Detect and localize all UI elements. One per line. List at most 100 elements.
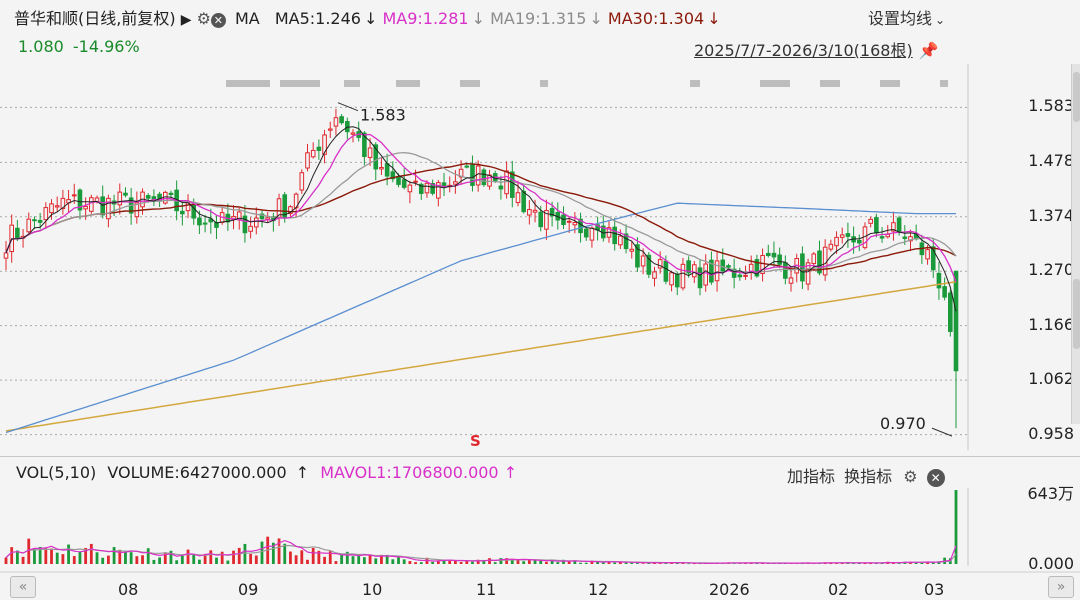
candle-body [481, 169, 487, 186]
vertical-scrollbar[interactable] [1071, 64, 1080, 424]
candle-body [680, 263, 686, 289]
candle-body [418, 183, 424, 194]
candle-body [253, 217, 259, 228]
volume-bar [10, 547, 14, 564]
candle-body [49, 203, 54, 214]
volume-bar [562, 559, 565, 564]
ma5-value: MA5:1.246 ↓ [274, 9, 378, 28]
y-tick-label: 1.062 [1028, 369, 1074, 389]
candle-body [43, 207, 49, 221]
volume-bar [579, 562, 582, 564]
volume-bar [391, 559, 395, 564]
candle-body [407, 184, 413, 193]
x-tick-label: 10 [362, 580, 383, 599]
volume-value: VOLUME:6427000.000 [107, 463, 287, 482]
volume-bar [15, 550, 19, 564]
volume-bar [203, 553, 207, 564]
up-arrow-icon: ↑ [503, 463, 518, 482]
candle-body [777, 254, 782, 265]
date-range[interactable]: 2025/7/7-2026/3/10(168根) 📌 [694, 41, 939, 60]
volume-bar [306, 559, 309, 564]
candle-body [453, 181, 458, 185]
candle-body [464, 165, 470, 168]
volume-bar [510, 559, 514, 564]
event-marker [760, 80, 790, 87]
close-circle-icon[interactable]: ✕ [926, 469, 945, 487]
volume-bar [175, 560, 179, 564]
close-circle-icon[interactable]: ✕ [210, 13, 226, 28]
candle-body [134, 202, 140, 218]
volume-bar [402, 559, 406, 564]
volume-bar [670, 563, 673, 564]
volume-bar [681, 562, 685, 564]
candle-body [771, 252, 777, 258]
volume-bar [454, 560, 457, 564]
candle-body [652, 271, 657, 279]
down-arrow-icon: ↓ [363, 9, 378, 28]
volume-bar [112, 547, 116, 564]
volume-bar [215, 557, 218, 564]
ma-long-line [5, 202, 956, 434]
volume-bar [499, 558, 503, 564]
volume-bar [340, 554, 344, 564]
scrollbar-thumb [1073, 72, 1080, 122]
add-indicator-button[interactable]: 加指标 [787, 467, 836, 486]
scroll-left-button[interactable]: « [10, 576, 36, 598]
volume-bar [50, 548, 53, 564]
event-marker [940, 80, 948, 87]
candle-body [879, 236, 885, 239]
ma9-value: MA9:1.281 ↓ [382, 9, 485, 28]
candle-body [948, 292, 953, 332]
volume-bar [44, 548, 48, 564]
volume-bar [198, 559, 201, 564]
volume-bar [158, 557, 161, 564]
switch-indicator-button[interactable]: 换指标 [844, 467, 893, 486]
volume-bar [692, 563, 696, 565]
volume-bar [482, 559, 486, 564]
volume-bar [954, 490, 958, 564]
play-triangle-icon[interactable]: ▶ [180, 12, 192, 28]
candle-body [384, 163, 390, 177]
candle-body [498, 185, 504, 190]
volume-bar [192, 554, 196, 564]
candle-body [709, 259, 714, 283]
volume-bar [812, 563, 816, 564]
ma-longest-line [5, 280, 957, 432]
candle-body [578, 218, 583, 234]
candle-body [788, 277, 794, 284]
volume-bar [869, 562, 873, 564]
volume-bar [545, 561, 548, 564]
candle-body [401, 179, 407, 188]
candle-body [544, 209, 549, 230]
y-tick-label: 1.166 [1028, 314, 1074, 334]
down-arrow-icon: ↓ [589, 9, 603, 28]
volume-bar [101, 557, 105, 564]
volume-bar [630, 562, 634, 564]
volume-bar [277, 538, 281, 564]
x-tick-label: 11 [476, 580, 497, 599]
volume-bar [476, 559, 480, 564]
volume-bar [152, 559, 156, 564]
y-tick-label: 1.583 [1028, 96, 1074, 116]
candle-body [83, 205, 88, 210]
x-tick-label: 09 [238, 580, 259, 599]
candle-body [731, 268, 737, 278]
candle-body [458, 168, 464, 178]
volume-bar [55, 552, 59, 564]
settings-ma-link[interactable]: 设置均线 ⌄ [868, 9, 946, 28]
change-percent: -14.96% [72, 37, 140, 56]
event-marker [396, 80, 420, 87]
volume-tick-label: 0.000 [1028, 554, 1074, 573]
candle-body [839, 234, 845, 238]
volume-bar [209, 550, 213, 564]
volume-bar [857, 563, 861, 564]
volume-bar [311, 547, 315, 564]
candle-body [686, 260, 691, 274]
scroll-right-button[interactable]: » [1048, 576, 1074, 598]
volume-bar [84, 547, 88, 564]
candle-body [430, 183, 435, 194]
gear-icon[interactable]: ⚙ [903, 467, 918, 486]
candle-body [902, 236, 908, 239]
gear-icon[interactable]: ⚙ [196, 9, 211, 28]
